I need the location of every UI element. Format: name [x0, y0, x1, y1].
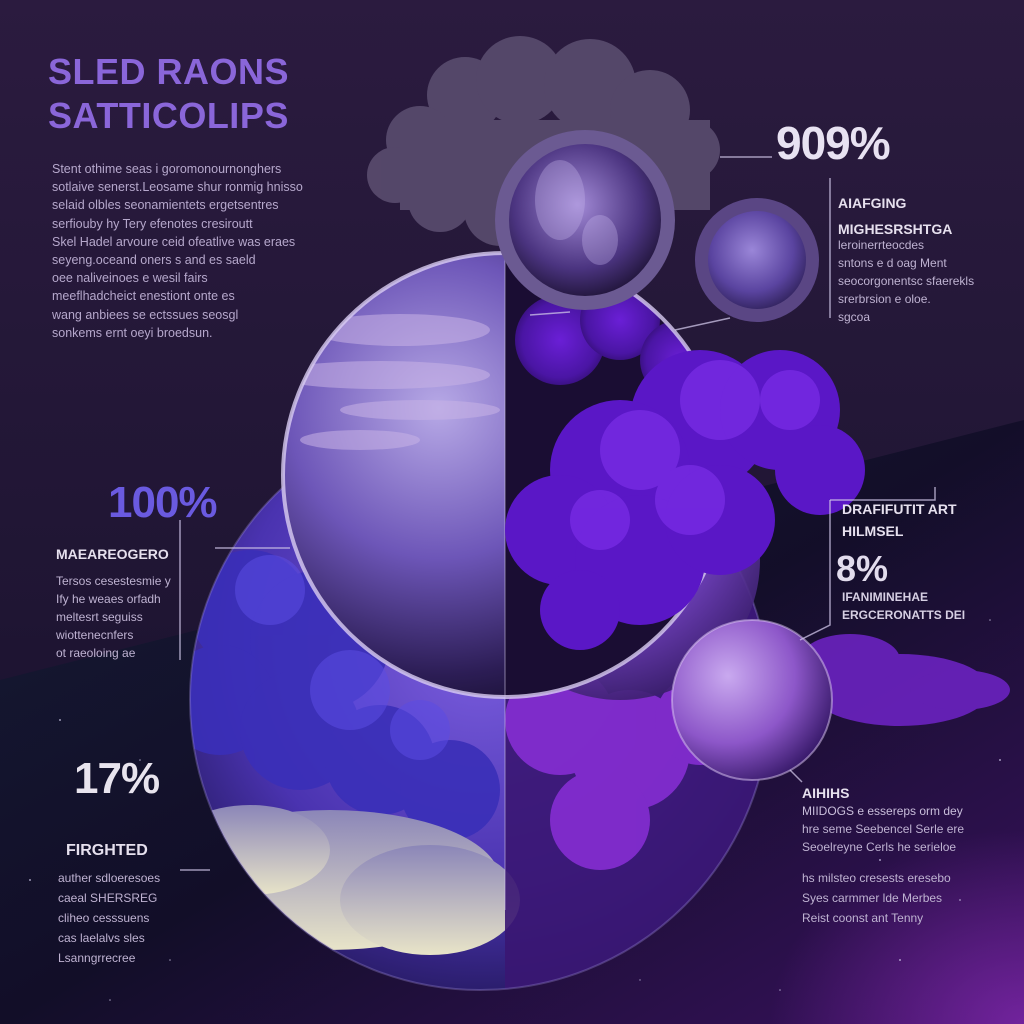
left-mid-body: Tersos cesestesmie y Ify he weaes orfadh…: [56, 572, 171, 662]
body-line: Reist coonst ant Tenny: [802, 911, 924, 925]
body-line: caeal SHERSREG: [58, 891, 158, 905]
body-line: hre seme Seebencel Serle ere: [802, 822, 965, 836]
heading-line: DRAFIFUTIT ART: [842, 501, 957, 517]
body-line: sntons e d oag Ment: [838, 256, 947, 270]
body-line: Tersos cesestesmie y: [56, 574, 171, 588]
body-line: Syes carmmer lde Merbes: [802, 891, 943, 905]
right-bottom-body: hre seme Seebencel Serle ere Seoelreyne …: [802, 820, 964, 856]
right-top-body: leroinerrteocdes sntons e d oag Ment seo…: [838, 236, 974, 326]
body-line: cliheo cesssuens: [58, 911, 150, 925]
left-mid-heading: MAEAREOGERO: [56, 546, 169, 562]
right-top-heading: AIAFGING MIGHESRSHTGA: [838, 190, 952, 242]
stat-left-mid: 100%: [108, 478, 218, 527]
title-line-2: SATTICOLIPS: [48, 95, 289, 136]
heading-line: AIAFGING: [838, 195, 907, 211]
intro-line: serfiouby hy Tery efenotes cresiroutt: [52, 216, 253, 231]
intro-paragraph: Stent othime seas i goromonournonghers s…: [52, 160, 352, 342]
page-title: SLED RAONS SATTICOLIPS: [48, 50, 289, 138]
intro-line: sotlaive senerst.Leosame shur ronmig hni…: [52, 180, 303, 195]
body-line: seocorgonentsc sfaerekls: [838, 274, 975, 288]
body-line: Seoelreyne Cerls he serieloe: [802, 840, 957, 854]
heading-line: MIGHESRSHTGA: [838, 221, 953, 237]
stat-right-mid: 8%: [836, 548, 889, 589]
right-mid-heading: DRAFIFUTIT ART HILMSEL: [842, 498, 957, 542]
left-bottom-heading: FIRGHTED: [66, 842, 148, 859]
right-bottom-heading: AIHIHS MIIDOGS e essereps orm dey: [802, 784, 963, 820]
body-line: Lsanngrrecree: [58, 951, 136, 965]
title-line-1: SLED RAONS: [48, 51, 290, 92]
body-line: srerbrsion e oloe.: [838, 292, 931, 306]
stat-top-right: 909%: [776, 117, 891, 169]
right-mid-body: IFANIMINEHAE ERGCERONATTS DEI: [842, 588, 965, 624]
intro-line: oee naliveinoes e wesil fairs: [52, 271, 208, 286]
body-line: wiottenecnfers: [56, 628, 134, 642]
intro-line: selaid olbles seonamientets ergetsentres: [52, 198, 279, 213]
left-bottom-body: auther sdloeresoes caeal SHERSREG cliheo…: [58, 868, 160, 968]
intro-line: wang anbiees se ectssues seosgl: [52, 307, 239, 322]
intro-line: seyeng.oceand oners s and es saeld: [52, 253, 256, 268]
body-line: ERGCERONATTS DEI: [842, 608, 966, 622]
body-line: IFANIMINEHAE: [842, 590, 929, 604]
body-line: sgcoa: [838, 310, 871, 324]
intro-line: Skel Hadel arvoure ceid ofeatlive was er…: [52, 234, 296, 249]
heading-line: HILMSEL: [842, 523, 904, 539]
intro-line: sonkems ernt oeyi broedsun.: [52, 325, 213, 340]
body-line: meltesrt seguiss: [56, 610, 143, 624]
body-line: cas laelalvs sles: [58, 931, 145, 945]
body-line: ot raeoloing ae: [56, 646, 136, 660]
body-line: auther sdloeresoes: [58, 871, 161, 885]
intro-line: meeflhadcheict enestiont onte es: [52, 289, 235, 304]
body-line: Ify he weaes orfadh: [56, 592, 161, 606]
heading-line: AIHIHS: [802, 785, 850, 801]
right-bottom-body-2: hs milsteo cresests eresebo Syes carmmer…: [802, 868, 951, 928]
intro-line: Stent othime seas i goromonournonghers: [52, 162, 282, 176]
stat-left-bottom: 17%: [74, 754, 160, 803]
body-line: leroinerrteocdes: [838, 238, 925, 252]
body-line: hs milsteo cresests eresebo: [802, 871, 951, 885]
heading-line: MIIDOGS e essereps orm dey: [802, 804, 963, 818]
